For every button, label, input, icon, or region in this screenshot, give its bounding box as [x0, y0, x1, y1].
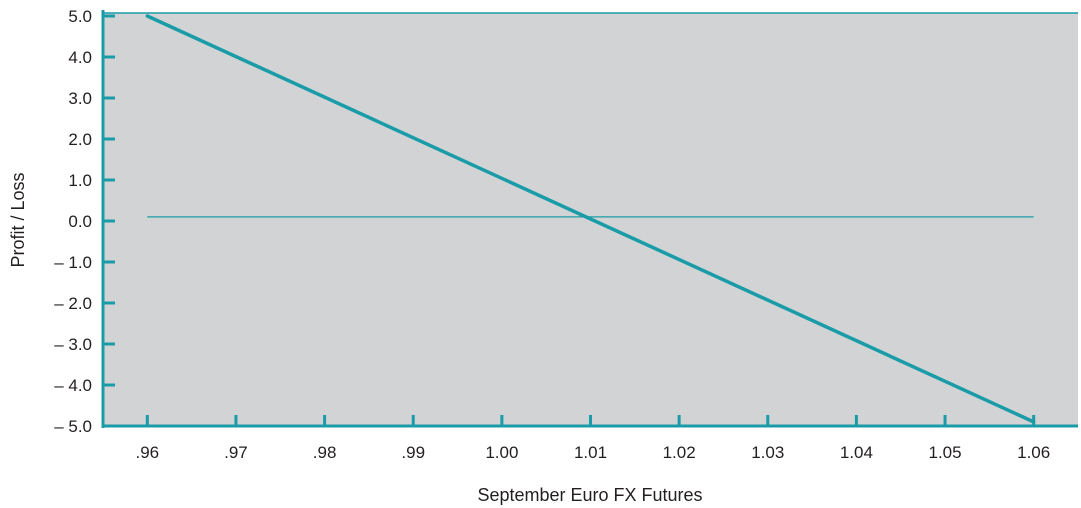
y-tick-label: – 5.0 [54, 417, 92, 436]
y-tick-label: – 1.0 [54, 253, 92, 272]
x-tick-label: 1.05 [928, 443, 961, 462]
x-tick-label: 1.04 [840, 443, 873, 462]
y-axis-title: Profit / Loss [8, 172, 28, 267]
x-tick-label: 1.00 [485, 443, 518, 462]
x-tick-label: .98 [313, 443, 337, 462]
x-tick-label: .97 [224, 443, 248, 462]
y-tick-label: 2.0 [68, 130, 92, 149]
y-tick-layer: 5.0 4.0 3.0 2.0 1.0 0.0 – 1.0 – 2.0 – 3.0 – 4.0 – … [54, 7, 115, 436]
y-tick-label: 1.0 [68, 171, 92, 190]
y-tick-label: 5.0 [68, 7, 92, 26]
x-tick-label: .99 [401, 443, 425, 462]
x-tick-layer: .96 .97 .98 .99 1.00 1.01 1.02 1.03 1.04 1.05 1.06 [135, 415, 1050, 462]
x-tick-label: 1.01 [574, 443, 607, 462]
x-tick-label: 1.06 [1017, 443, 1050, 462]
y-tick-label: 4.0 [68, 48, 92, 67]
x-tick-label: 1.03 [751, 443, 784, 462]
y-tick-label: – 3.0 [54, 335, 92, 354]
y-tick-label: 3.0 [68, 89, 92, 108]
x-axis-title: September Euro FX Futures [477, 485, 702, 505]
y-tick-label: – 4.0 [54, 376, 92, 395]
x-tick-label: 1.02 [663, 443, 696, 462]
series-layer [145, 14, 1036, 424]
series-line-0 [145, 14, 1036, 424]
y-tick-label: – 2.0 [54, 294, 92, 313]
y-tick-label: 0.0 [68, 212, 92, 231]
x-tick-label: .96 [135, 443, 159, 462]
